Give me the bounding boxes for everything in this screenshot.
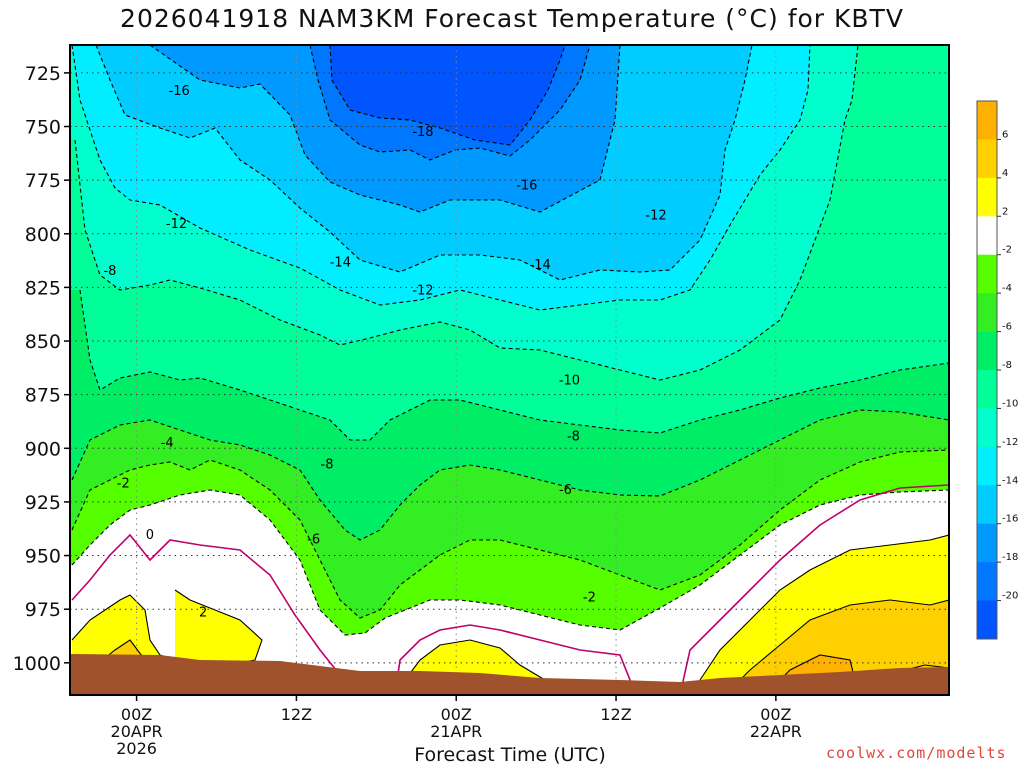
colorbar-bin-4 (977, 254, 997, 294)
colorbar-bin-9 (977, 446, 997, 486)
terrain-fill (70, 654, 949, 695)
y-tick-label-800: 800 (25, 224, 61, 246)
contour-label-10: -8 (567, 429, 580, 444)
contour-label-11: -4 (161, 436, 174, 451)
contour-label-13: -6 (559, 483, 572, 498)
colorbar-label-8: -12 (1002, 437, 1018, 448)
isotherm--18-c (309, 45, 591, 161)
colorbar-label-7: -10 (1002, 398, 1018, 409)
x-tick-label-24-0: 00Z (441, 705, 472, 724)
contour-label-2: -16 (516, 178, 537, 193)
y-tick-label-775: 775 (25, 170, 61, 192)
contour-label-15: -6 (307, 532, 320, 547)
colorbar-bin-5 (977, 293, 997, 333)
temperature-bands (70, 45, 949, 695)
isotherm-4-c2 (729, 599, 949, 691)
colorbar-bin-10 (977, 485, 997, 525)
isotherm-2-c4 (699, 534, 949, 681)
contour-label-0: -16 (169, 84, 190, 99)
isotherm-0-c3 (679, 484, 949, 695)
x-axis-title: Forecast Time (UTC) (414, 744, 606, 766)
colorbar-bin-3 (977, 216, 997, 256)
colorbar-bin-7 (977, 370, 997, 409)
y-tick-label-850: 850 (25, 331, 61, 353)
contour-label-18: -2 (583, 590, 596, 605)
chart-title: 2026041918 NAM3KM Forecast Temperature (… (120, 4, 904, 33)
colorbar-bin-11 (977, 523, 997, 563)
x-tick-label-12-0: 12Z (281, 705, 312, 724)
contour-label-4: -12 (645, 208, 666, 223)
colorbar: 6 4 2 -2 -4 -6 -8 -10 -12 -14 -16 -18 -20 (976, 100, 1018, 640)
y-tick-label-825: 825 (25, 277, 61, 299)
isotherm--2-c (71, 489, 949, 636)
terrain-layer (70, 654, 949, 695)
x-tick-label-48-0: 00Z (760, 705, 791, 724)
colorbar-bin-8 (977, 408, 997, 448)
contour-label-12: -8 (321, 457, 334, 472)
isotherm--4-c (71, 449, 949, 619)
contour-label-8: -8 (103, 264, 116, 279)
contour-label-5: -14 (330, 256, 351, 271)
isotherm-2-c (71, 594, 176, 661)
colorbar-bin-12 (977, 562, 997, 602)
y-tick-label-950: 950 (25, 546, 61, 568)
x-tick-label-0-1: 20APR (111, 722, 163, 741)
isotherm--16-c (149, 45, 621, 213)
colorbar-label-6: -8 (1002, 360, 1012, 371)
y-axis: 725 750 775 800 825 850 875 900 925 950 975 1000 (13, 63, 70, 675)
colorbar-label-3: -2 (1002, 245, 1012, 256)
isotherm-0-c (71, 533, 361, 695)
colorbar-label-2: 2 (1002, 206, 1008, 217)
colorbar-label-0: 6 (1002, 129, 1008, 140)
contour-label-1: -18 (412, 125, 433, 140)
contour-label-17: 2 (199, 605, 207, 620)
colorbar-bin-1 (977, 139, 997, 179)
x-tick-label-0-2: 2026 (116, 739, 157, 758)
x-tick-label-36-0: 12Z (600, 705, 631, 724)
x-tick-label-48-1: 22APR (750, 722, 802, 741)
contour-label-9: -10 (559, 374, 580, 389)
isotherm-0-c2 (394, 624, 631, 695)
colorbar-label-5: -6 (1002, 322, 1012, 333)
y-tick-label-725: 725 (25, 63, 61, 85)
colorbar-label-1: 4 (1002, 168, 1008, 179)
contour-label-16: 0 (146, 528, 154, 543)
colorbar-label-4: -4 (1002, 283, 1012, 294)
isotherm--8-c (79, 289, 949, 441)
isotherm-2-c3 (404, 639, 546, 681)
contour-label-6: -14 (530, 258, 551, 273)
y-tick-label-750: 750 (25, 117, 61, 139)
x-tick-label-0-0: 00Z (121, 705, 152, 724)
isotherm--6-c (71, 409, 949, 541)
y-tick-label-900: 900 (25, 438, 61, 460)
source-credit: coolwx.com/modelts (826, 744, 1007, 762)
y-tick-label-975: 975 (25, 599, 61, 621)
grid-lines (70, 45, 949, 695)
contour-label-7: -12 (412, 284, 433, 299)
isotherm-2-c2 (174, 589, 263, 666)
y-tick-label-1000: 1000 (13, 653, 61, 675)
plot-frame (69, 44, 950, 696)
contour-labels: -16 -18 -16 -12 -12 -14 -14 -12 -8 -10 -8 -4 -8 -6 -2 -… (103, 84, 666, 620)
isotherm--20-c (329, 45, 566, 146)
colorbar-label-11: -18 (1002, 552, 1018, 563)
colorbar-label-12: -20 (1002, 591, 1018, 602)
colorbar-bin-13 (977, 600, 997, 640)
colorbar-bin-6 (977, 331, 997, 371)
y-tick-label-925: 925 (25, 492, 61, 514)
y-tick-label-875: 875 (25, 385, 61, 407)
contour-label-3: -12 (166, 217, 187, 232)
contour-label-14: -2 (117, 477, 130, 492)
colorbar-label-9: -14 (1002, 475, 1018, 486)
colorbar-bin-2 (977, 177, 997, 217)
colorbar-label-10: -16 (1002, 514, 1018, 525)
isotherm--12-c (71, 45, 811, 311)
x-tick-label-24-1: 21APR (430, 722, 482, 741)
colorbar-bin-0 (977, 101, 997, 140)
